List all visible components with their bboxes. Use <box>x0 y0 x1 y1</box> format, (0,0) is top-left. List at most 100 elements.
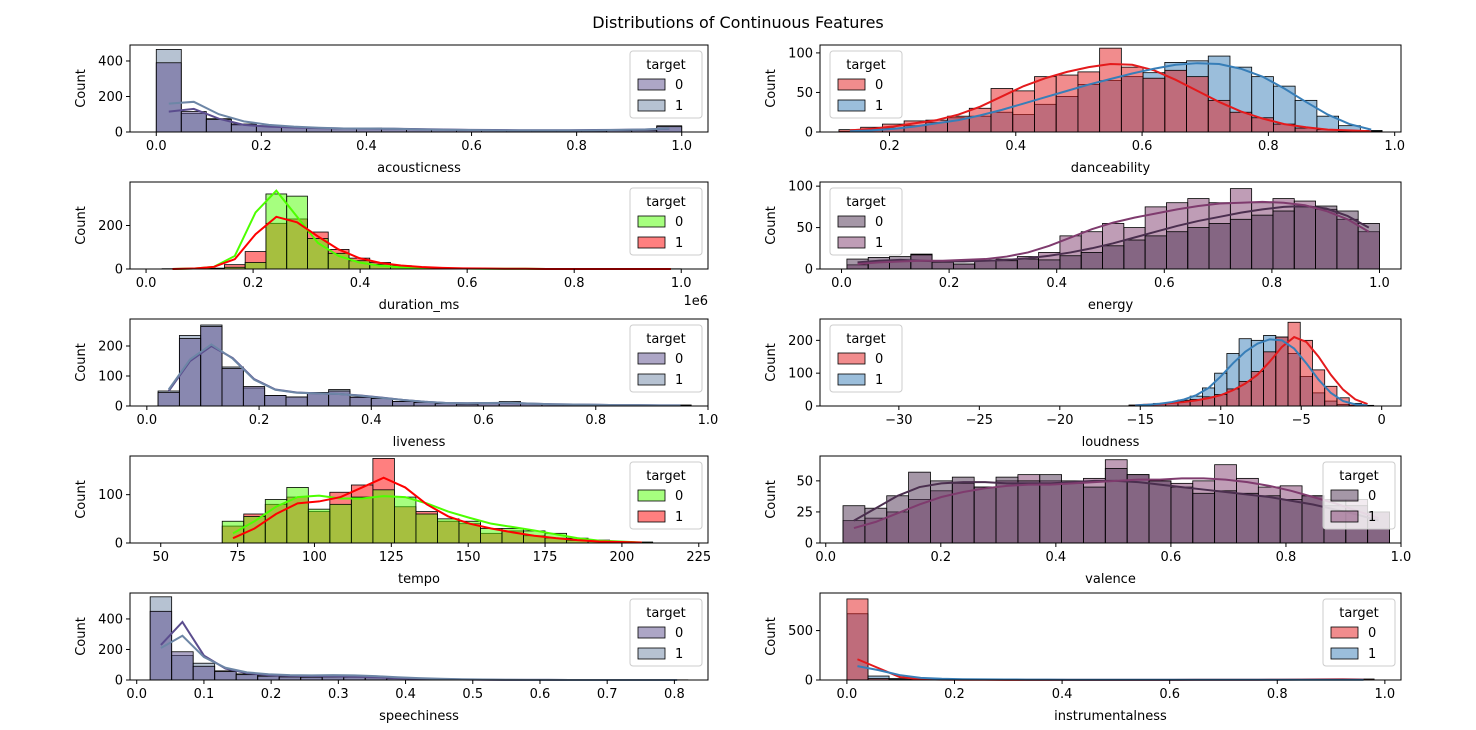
legend-title: target <box>1339 469 1379 484</box>
x-tick-label: 0.2 <box>261 687 282 702</box>
legend-swatch-1 <box>637 236 666 249</box>
x-tick-label: 1.0 <box>1375 687 1396 702</box>
y-tick-label: 0 <box>805 400 813 415</box>
legend-title: target <box>846 332 886 347</box>
bar-tempo-target-0 <box>350 496 374 544</box>
legend-label-1: 1 <box>675 99 683 114</box>
x-tick-label: −20 <box>1046 413 1073 428</box>
x-tick-label: 0.0 <box>837 687 858 702</box>
bar-speechiness-target-0 <box>171 651 194 681</box>
legend-label-0: 0 <box>1368 626 1376 641</box>
bar-loudness-target-0 <box>1263 351 1277 407</box>
x-tick-label: 0.2 <box>243 276 264 291</box>
legend-label-0: 0 <box>675 489 683 504</box>
legend-label-0: 0 <box>675 78 683 93</box>
x-tick-label: 0.6 <box>530 687 551 702</box>
bar-energy-target-0 <box>1357 223 1380 270</box>
x-axis-label: energy <box>1088 298 1134 313</box>
legend-title: target <box>646 195 686 210</box>
subplot-speechiness: 0.0 0.1 0.2 0.3 0.4 0.5 0.6 0.7 0.8 0 200 400 speech… <box>74 592 709 724</box>
x-tick-label: 0.0 <box>126 687 147 702</box>
legend: target 0 1 <box>829 324 903 393</box>
x-axis-label: instrumentalness <box>1054 709 1167 724</box>
bar-loudness-target-0 <box>1287 321 1301 407</box>
legend: target 0 1 <box>1322 461 1396 530</box>
bar-energy-target-0 <box>1059 255 1082 270</box>
bar-tempo-target-0 <box>393 496 417 544</box>
x-tick-label: 0.8 <box>585 413 606 428</box>
x-tick-label: −10 <box>1207 413 1234 428</box>
legend: target 0 1 <box>629 461 703 530</box>
x-tick-label: 0.0 <box>136 276 157 291</box>
legend-swatch-0 <box>637 489 666 502</box>
legend-title: target <box>846 195 886 210</box>
bar-acousticness-target-0 <box>155 62 182 133</box>
legend-swatch-0 <box>637 78 666 91</box>
x-tick-label: 0.8 <box>1258 139 1279 154</box>
bar-energy-target-0 <box>1016 258 1040 270</box>
bar-speechiness-target-0 <box>214 671 237 681</box>
legend-swatch-0 <box>837 78 866 91</box>
legend-swatch-1 <box>637 510 666 523</box>
legend-swatch-1 <box>637 647 666 660</box>
x-tick-label: 0.2 <box>939 276 960 291</box>
legend-label-1: 1 <box>1368 510 1376 525</box>
legend: target 0 1 <box>629 187 703 256</box>
x-tick-label: 0.8 <box>566 139 587 154</box>
axes-frame <box>819 455 1402 544</box>
x-tick-label: 0.2 <box>930 550 951 565</box>
bar-valence-target-0 <box>842 505 866 544</box>
legend-swatch-0 <box>637 626 666 639</box>
legend-swatch-0 <box>637 352 666 365</box>
bar-energy-target-0 <box>995 260 1018 270</box>
legend: target 0 1 <box>629 324 703 393</box>
x-tick-label: 0.4 <box>356 139 377 154</box>
bar-valence-target-0 <box>886 495 909 544</box>
legend-swatch-0 <box>637 215 666 228</box>
bar-danceability-target-0 <box>1186 76 1209 133</box>
y-axis-label: Count <box>74 206 89 245</box>
axes-frame <box>129 455 709 544</box>
x-tick-label: 0.2 <box>944 687 965 702</box>
x-tick-label: 0.3 <box>328 687 349 702</box>
bar-energy-target-0 <box>1123 239 1146 270</box>
bar-acousticness-target-0 <box>180 111 207 133</box>
y-axis-label: Count <box>74 343 89 382</box>
x-tick-label: 200 <box>610 550 635 565</box>
legend-label-0: 0 <box>675 626 683 641</box>
bar-energy-target-0 <box>1102 245 1125 270</box>
x-tick-label: 0.2 <box>249 413 270 428</box>
y-tick-label: 50 <box>796 86 813 101</box>
x-tick-label: 75 <box>229 550 246 565</box>
bar-speechiness-target-0 <box>192 665 216 681</box>
bar-tempo-target-0 <box>415 513 438 544</box>
subplot-instrumentalness: 0.0 0.2 0.4 0.6 0.8 1.0 0 500 instrumentalness Co… <box>764 592 1402 724</box>
legend-label-1: 1 <box>875 99 883 114</box>
bar-energy-target-0 <box>1038 259 1061 270</box>
x-tick-label: 0.0 <box>831 276 852 291</box>
subplot-danceability: 0.2 0.4 0.6 0.8 1.0 0 50 100 danceability Count ta… <box>764 44 1405 176</box>
subplot-tempo: 50 75 100 125 150 175 200 225 0 100 tempo Count targ… <box>74 455 711 587</box>
legend-title: target <box>1339 606 1379 621</box>
x-axis-label: valence <box>1085 572 1136 587</box>
x-tick-label: 0.6 <box>457 276 478 291</box>
bar-valence-target-0 <box>951 476 975 544</box>
y-axis-label: Count <box>74 480 89 519</box>
y-tick-label: 200 <box>98 219 123 234</box>
x-axis-label: duration_ms <box>379 298 460 313</box>
x-tick-label: 1.0 <box>671 276 692 291</box>
legend-title: target <box>646 58 686 73</box>
x-tick-label: 0.0 <box>136 413 157 428</box>
y-tick-label: 400 <box>98 612 123 627</box>
y-tick-label: 200 <box>98 90 123 105</box>
y-tick-label: 100 <box>788 180 813 195</box>
bar-valence-target-0 <box>1061 480 1084 544</box>
bar-valence-target-0 <box>930 480 953 544</box>
y-tick-label: 200 <box>788 334 813 349</box>
bar-valence-target-0 <box>1279 499 1303 544</box>
y-axis-label: Count <box>764 480 779 519</box>
y-tick-label: 100 <box>98 370 123 385</box>
bar-speechiness-target-0 <box>235 674 259 681</box>
bar-energy-target-0 <box>1208 223 1231 270</box>
legend-swatch-1 <box>1330 510 1359 523</box>
